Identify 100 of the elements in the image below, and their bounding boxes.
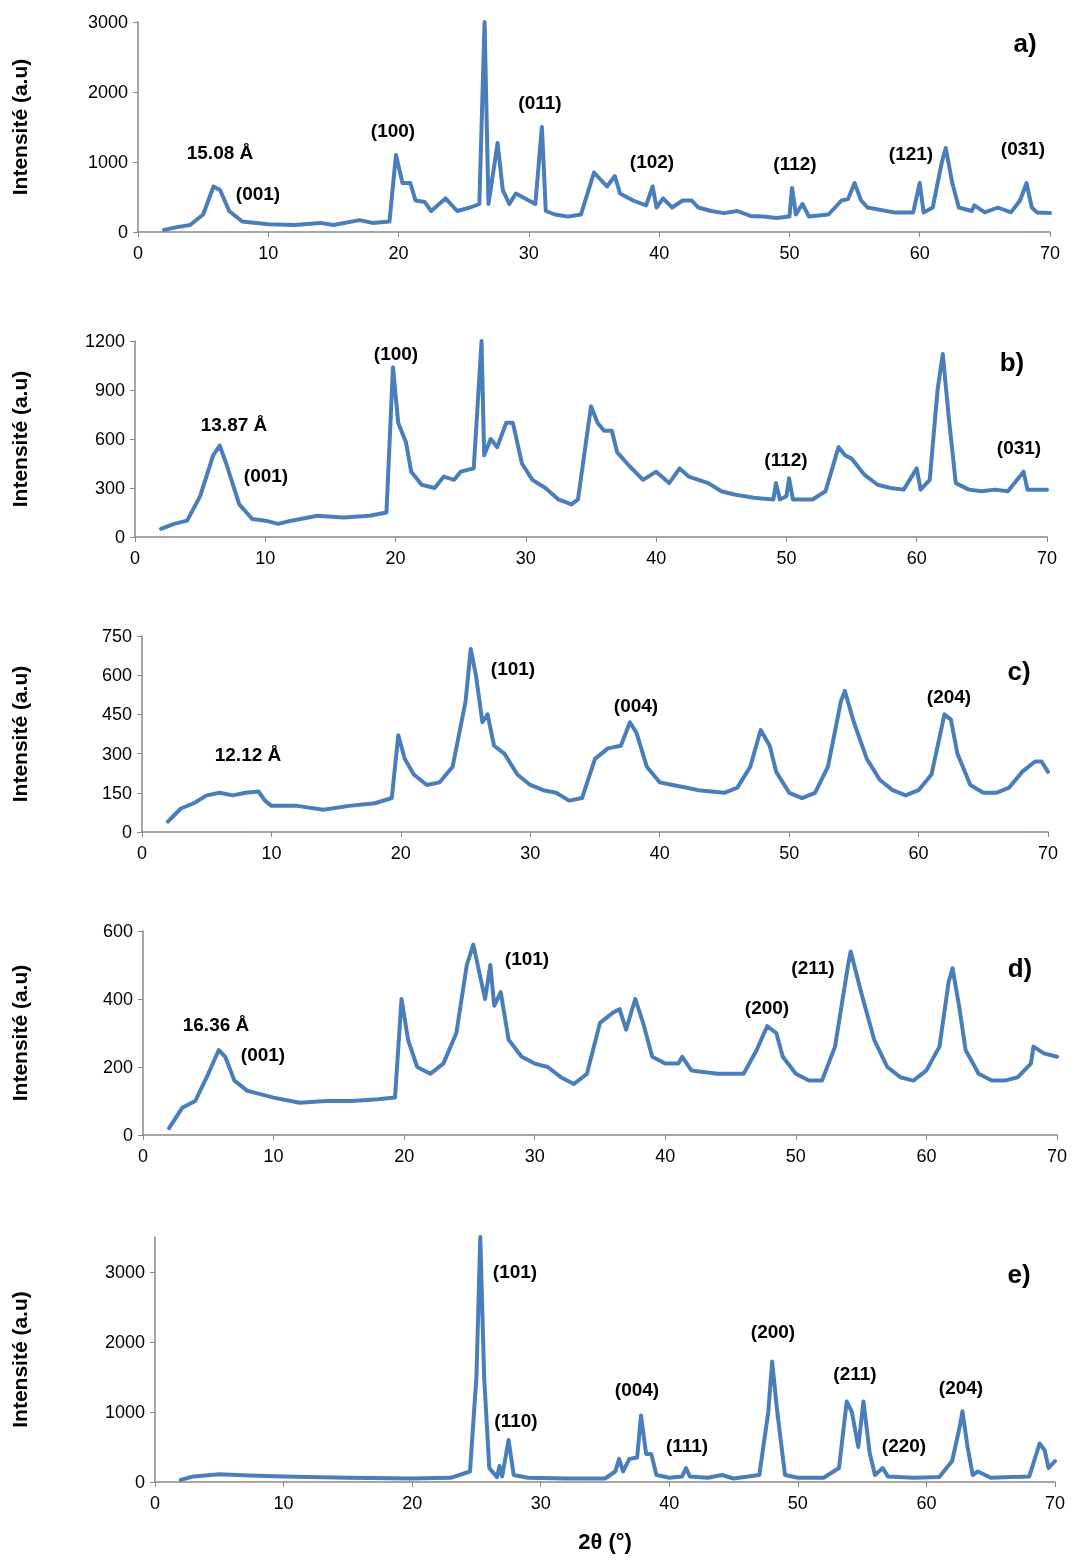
x-tick-label: 30 [518,243,539,263]
x-tick-label: 10 [255,548,276,568]
y-tick-label: 300 [101,743,132,764]
annotation: (211) [833,1362,877,1384]
y-tick-label: 0 [134,1472,145,1492]
x-tick-label: 70 [1037,843,1059,863]
y-tick-label: 1200 [84,331,125,351]
x-tick-label: 40 [659,1493,680,1513]
x-tick-label: 20 [402,1493,423,1513]
y-tick-label: 0 [121,822,132,842]
x-tick-label: 10 [263,1146,284,1166]
annotation: (204) [926,685,972,707]
annotation: (211) [791,956,835,978]
y-tick-label: 150 [101,782,132,803]
annotation: 15.08 Å [186,141,254,163]
annotation: (101) [490,657,536,679]
line-series [165,647,1050,824]
annotation: (031) [1000,137,1046,159]
annotation: a) [1013,28,1037,58]
y-tick-label: 2000 [104,1332,145,1352]
annotation: (102) [629,150,675,172]
annotation: 16.36 Å [182,1013,250,1035]
y-tick-label: 200 [102,1057,133,1077]
line-series [178,1235,1057,1482]
line-series [162,20,1052,232]
x-tick-label: 40 [646,548,667,568]
annotation: c) [1007,656,1031,686]
y-axis-title: Intensité (a.u) [8,1291,31,1428]
x-axis-title: 2θ (°) [578,1528,632,1554]
x-tick-label: 70 [1036,548,1058,568]
annotation: (200) [744,996,790,1018]
y-tick-label: 1000 [104,1402,145,1422]
x-tick-label: 30 [524,1146,545,1166]
annotation: (001) [240,1043,286,1065]
x-tick-label: 60 [916,1146,937,1166]
x-tick-label: 50 [787,1493,808,1513]
x-tick-label: 20 [385,548,406,568]
x-tick-label: 20 [390,843,411,863]
annotation: (204) [938,1376,984,1398]
annotation: (004) [614,1378,660,1400]
x-tick-label: 70 [1039,243,1061,263]
y-tick-label: 400 [102,989,133,1009]
y-tick-label: 900 [94,380,125,400]
x-tick-label: 60 [916,1493,937,1513]
y-axis-title: Intensité (a.u) [8,58,31,196]
annotation: (101) [492,1260,538,1282]
annotation: (110) [494,1409,538,1431]
y-tick-label: 750 [101,626,132,646]
x-tick-label: 20 [388,243,409,263]
x-tick-label: 60 [906,548,927,568]
annotation: (200) [750,1320,796,1342]
x-tick-label: 40 [649,843,670,863]
annotation: (111) [665,1434,709,1456]
x-tick-label: 10 [261,843,282,863]
y-tick-label: 300 [94,478,125,498]
annotation: (011) [518,91,562,113]
annotation: (004) [613,694,659,716]
line-series [159,339,1049,531]
annotation: (112) [764,448,808,470]
y-tick-label: 1000 [87,152,128,172]
y-tick-label: 0 [114,527,125,547]
y-tick-label: 600 [94,429,125,449]
y-axis-title: Intensité (a.u) [8,665,31,803]
y-tick-label: 2000 [87,82,128,102]
y-tick-label: 600 [101,665,132,686]
annotation: 13.87 Å [200,413,268,435]
y-axis-title: Intensité (a.u) [8,370,31,508]
x-tick-label: 10 [273,1493,294,1513]
x-tick-label: 40 [649,243,670,263]
x-tick-label: 50 [776,548,797,568]
annotation: (031) [996,436,1042,458]
annotation: d) [1007,953,1033,983]
y-tick-label: 3000 [87,12,128,32]
x-tick-label: 40 [655,1146,676,1166]
annotation: (112) [773,152,817,174]
x-tick-label: 30 [515,548,536,568]
x-tick-label: 60 [908,843,929,863]
x-tick-label: 50 [785,1146,806,1166]
annotation: (100) [373,342,419,364]
annotation: (001) [243,464,289,486]
x-tick-label: 10 [258,243,279,263]
x-tick-label: 30 [530,1493,551,1513]
annotation: b) [999,347,1025,377]
y-tick-label: 0 [117,222,128,242]
x-tick-label: 20 [394,1146,415,1166]
annotation: 12.12 Å [214,743,282,765]
x-tick-label: 50 [779,843,800,863]
annotation: (101) [504,947,550,969]
annotation: (220) [881,1434,927,1456]
x-tick-label: 70 [1046,1146,1068,1166]
annotation: e) [1007,1259,1031,1289]
x-tick-label: 70 [1044,1493,1066,1513]
annotation: (001) [235,182,281,204]
x-tick-label: 30 [520,843,541,863]
line-series [167,942,1059,1131]
x-tick-label: 50 [779,243,800,263]
x-tick-label: 0 [149,1493,161,1513]
y-tick-label: 450 [101,704,132,725]
annotation: (100) [370,119,416,141]
annotation: (121) [888,142,934,164]
